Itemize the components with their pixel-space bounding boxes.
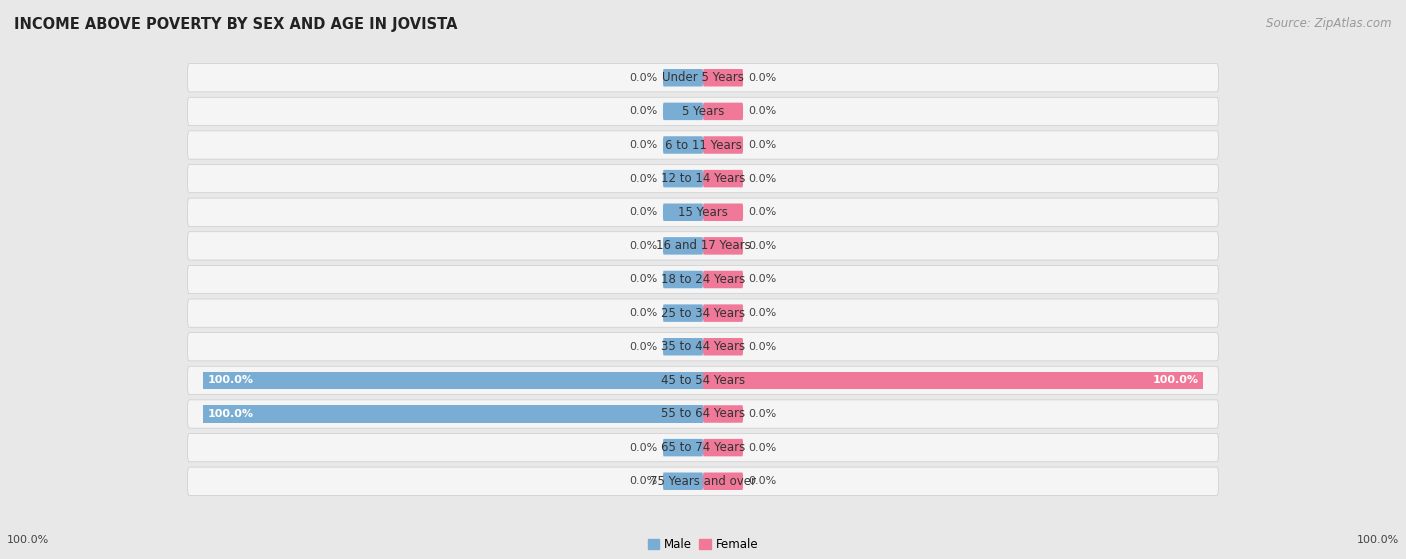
FancyBboxPatch shape bbox=[187, 400, 1219, 428]
FancyBboxPatch shape bbox=[703, 136, 742, 154]
FancyBboxPatch shape bbox=[664, 472, 703, 490]
Text: Under 5 Years: Under 5 Years bbox=[662, 71, 744, 84]
Text: 100.0%: 100.0% bbox=[7, 535, 49, 545]
Text: 0.0%: 0.0% bbox=[748, 342, 776, 352]
Text: 0.0%: 0.0% bbox=[630, 308, 658, 318]
FancyBboxPatch shape bbox=[187, 198, 1219, 226]
FancyBboxPatch shape bbox=[664, 338, 703, 356]
Text: 55 to 64 Years: 55 to 64 Years bbox=[661, 408, 745, 420]
FancyBboxPatch shape bbox=[187, 131, 1219, 159]
Text: 0.0%: 0.0% bbox=[630, 342, 658, 352]
Text: 0.0%: 0.0% bbox=[630, 443, 658, 453]
Text: 0.0%: 0.0% bbox=[630, 140, 658, 150]
Text: 35 to 44 Years: 35 to 44 Years bbox=[661, 340, 745, 353]
Text: 18 to 24 Years: 18 to 24 Years bbox=[661, 273, 745, 286]
FancyBboxPatch shape bbox=[664, 136, 703, 154]
Text: 0.0%: 0.0% bbox=[748, 308, 776, 318]
FancyBboxPatch shape bbox=[703, 103, 742, 120]
FancyBboxPatch shape bbox=[187, 433, 1219, 462]
FancyBboxPatch shape bbox=[664, 439, 703, 456]
FancyBboxPatch shape bbox=[187, 333, 1219, 361]
FancyBboxPatch shape bbox=[187, 467, 1219, 495]
Text: 6 to 11 Years: 6 to 11 Years bbox=[665, 139, 741, 151]
FancyBboxPatch shape bbox=[703, 237, 742, 254]
Text: 0.0%: 0.0% bbox=[748, 443, 776, 453]
FancyBboxPatch shape bbox=[187, 299, 1219, 327]
Bar bbox=[202, 405, 703, 423]
FancyBboxPatch shape bbox=[664, 69, 703, 87]
Bar bbox=[703, 372, 1204, 389]
Text: 0.0%: 0.0% bbox=[630, 106, 658, 116]
FancyBboxPatch shape bbox=[664, 305, 703, 322]
Text: 100.0%: 100.0% bbox=[208, 409, 253, 419]
FancyBboxPatch shape bbox=[187, 232, 1219, 260]
FancyBboxPatch shape bbox=[703, 203, 742, 221]
FancyBboxPatch shape bbox=[703, 439, 742, 456]
FancyBboxPatch shape bbox=[187, 266, 1219, 293]
Text: 0.0%: 0.0% bbox=[748, 106, 776, 116]
Text: INCOME ABOVE POVERTY BY SEX AND AGE IN JOVISTA: INCOME ABOVE POVERTY BY SEX AND AGE IN J… bbox=[14, 17, 457, 32]
Text: 16 and 17 Years: 16 and 17 Years bbox=[655, 239, 751, 252]
FancyBboxPatch shape bbox=[703, 305, 742, 322]
Text: 0.0%: 0.0% bbox=[748, 241, 776, 251]
FancyBboxPatch shape bbox=[187, 164, 1219, 193]
FancyBboxPatch shape bbox=[664, 170, 703, 187]
FancyBboxPatch shape bbox=[664, 203, 703, 221]
FancyBboxPatch shape bbox=[703, 338, 742, 356]
Text: 15 Years: 15 Years bbox=[678, 206, 728, 219]
Text: 0.0%: 0.0% bbox=[748, 140, 776, 150]
Text: 75 Years and over: 75 Years and over bbox=[650, 475, 756, 488]
Text: 0.0%: 0.0% bbox=[748, 207, 776, 217]
Text: 45 to 54 Years: 45 to 54 Years bbox=[661, 374, 745, 387]
Text: 5 Years: 5 Years bbox=[682, 105, 724, 118]
FancyBboxPatch shape bbox=[187, 366, 1219, 395]
FancyBboxPatch shape bbox=[703, 472, 742, 490]
Text: 0.0%: 0.0% bbox=[748, 174, 776, 183]
FancyBboxPatch shape bbox=[703, 69, 742, 87]
Text: 0.0%: 0.0% bbox=[630, 476, 658, 486]
Text: 0.0%: 0.0% bbox=[630, 207, 658, 217]
FancyBboxPatch shape bbox=[664, 271, 703, 288]
Text: 25 to 34 Years: 25 to 34 Years bbox=[661, 307, 745, 320]
Text: 0.0%: 0.0% bbox=[748, 476, 776, 486]
Text: 0.0%: 0.0% bbox=[630, 174, 658, 183]
FancyBboxPatch shape bbox=[187, 97, 1219, 126]
Text: 12 to 14 Years: 12 to 14 Years bbox=[661, 172, 745, 185]
FancyBboxPatch shape bbox=[703, 405, 742, 423]
FancyBboxPatch shape bbox=[187, 64, 1219, 92]
Text: 0.0%: 0.0% bbox=[630, 73, 658, 83]
Text: 65 to 74 Years: 65 to 74 Years bbox=[661, 441, 745, 454]
Text: Source: ZipAtlas.com: Source: ZipAtlas.com bbox=[1267, 17, 1392, 30]
Text: 100.0%: 100.0% bbox=[1357, 535, 1399, 545]
Text: 100.0%: 100.0% bbox=[1153, 376, 1198, 385]
Text: 100.0%: 100.0% bbox=[208, 376, 253, 385]
Text: 0.0%: 0.0% bbox=[748, 73, 776, 83]
FancyBboxPatch shape bbox=[664, 103, 703, 120]
Text: 0.0%: 0.0% bbox=[630, 241, 658, 251]
Legend: Male, Female: Male, Female bbox=[648, 538, 758, 551]
Text: 0.0%: 0.0% bbox=[748, 409, 776, 419]
Text: 0.0%: 0.0% bbox=[748, 274, 776, 285]
FancyBboxPatch shape bbox=[703, 170, 742, 187]
FancyBboxPatch shape bbox=[664, 237, 703, 254]
Text: 0.0%: 0.0% bbox=[630, 274, 658, 285]
Bar bbox=[202, 372, 703, 389]
FancyBboxPatch shape bbox=[703, 271, 742, 288]
